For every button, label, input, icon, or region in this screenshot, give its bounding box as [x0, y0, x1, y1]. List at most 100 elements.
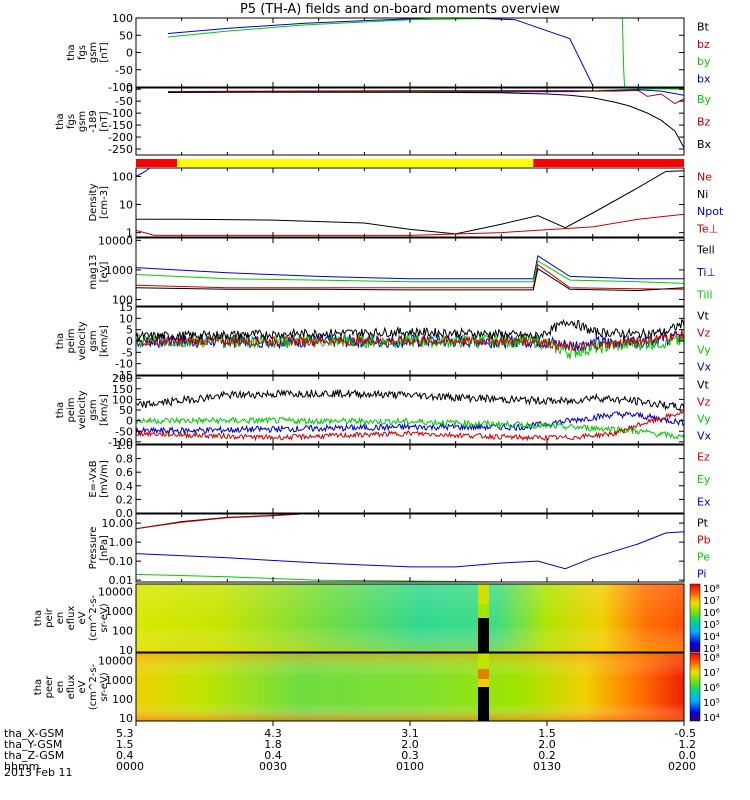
legend-entry: Bz: [697, 116, 711, 129]
orbit-value: 0000: [116, 760, 144, 773]
y-tick-label: 50: [119, 404, 133, 417]
y-axis-label: [km/s]: [99, 325, 110, 357]
y-tick-label: -5: [122, 346, 133, 359]
orbit-value: 0.4: [116, 749, 134, 762]
legend-entry: Pt: [697, 517, 709, 530]
orbit-value: -0.5: [675, 727, 696, 740]
legend-entry: Vy: [697, 413, 711, 426]
panel-mode_bar: [136, 159, 684, 167]
y-tick-label: 5: [126, 324, 133, 337]
y-tick-label: -150: [108, 119, 133, 132]
legend-entry: By: [697, 93, 712, 106]
panel-temp: 10000 1000 100 mag13 [eV] Tell Ti⊥ Till: [88, 234, 716, 307]
y-tick-label: 0.6: [116, 466, 134, 479]
spectrogram-frame: [135, 583, 685, 653]
y-axis-label: fgs: [77, 45, 88, 60]
y-tick-label: -100: [108, 81, 133, 94]
y-axis-label: [cm-3]: [99, 186, 110, 219]
legend-entry: Pi: [697, 568, 706, 581]
y-axis-label: E=-VxB: [88, 460, 99, 497]
colorbar-label: 10⁵: [703, 698, 720, 709]
y-axis-label: Density: [88, 183, 99, 221]
series-line-fgs_low-2: [621, 18, 626, 87]
colorbar-label: 10⁷: [703, 596, 720, 607]
y-tick-label: -50: [115, 64, 133, 77]
electron-colorbar: [689, 652, 701, 722]
y-tick-label: 10000: [98, 586, 133, 599]
y-tick-label: -200: [108, 131, 133, 144]
orbit-table: tha_X-GSMtha_Y-GSMtha_Z-GSMhhmm5.31.50.4…: [4, 727, 696, 773]
y-axis-label: [nT]: [99, 42, 110, 62]
y-tick-label: 0.0: [116, 507, 134, 520]
mode-segment: [177, 159, 534, 167]
orbit-value: 1.2: [679, 738, 697, 751]
electron-spectrogram-image: [136, 653, 684, 721]
legend-entry: Bx: [697, 138, 712, 151]
panel-frame: [135, 444, 685, 514]
panel-ion_spec: 10000 1000 100 10 tha peir en eflux eV (cm^2-s-sr…: [33, 583, 720, 657]
series-line-vel_i-2: [136, 409, 684, 442]
series-line-fgs_hi-2: [167, 89, 684, 105]
orbit-value: 2.0: [538, 738, 556, 751]
series-line-vel_e-3: [136, 318, 684, 343]
y-axis-label: Pressure: [88, 527, 99, 570]
legend-entry: Vt: [697, 310, 710, 323]
colorbar-label: 10⁶: [703, 608, 720, 619]
series-line-vel_i-3: [136, 389, 684, 411]
orbit-value: 0.2: [538, 749, 556, 762]
orbit-value: 0130: [533, 760, 561, 773]
y-tick-label: 0.8: [116, 453, 134, 466]
colorbar-label: 10⁴: [703, 632, 720, 643]
series-line-vel_i-0: [136, 411, 684, 436]
colorbar-label: 10⁸: [703, 584, 720, 595]
figure-title: P5 (TH-A) fields and on-board moments ov…: [240, 2, 560, 17]
colorbar-label: 10⁵: [703, 620, 720, 631]
y-tick-label: 10: [119, 644, 133, 657]
y-tick-label: 100: [112, 293, 133, 306]
y-axis-label: tha: [66, 44, 77, 60]
y-tick-label: -15: [115, 369, 133, 382]
y-axis-label: eV: [77, 611, 88, 624]
y-tick-label: 1.00: [109, 536, 134, 549]
y-tick-label: 1000: [105, 605, 133, 618]
orbit-value: 1.8: [264, 738, 282, 751]
y-tick-label: -50: [115, 425, 133, 438]
y-axis-label: tha: [55, 333, 66, 349]
panel-fgs_low: 100 50 0 -50 -100 tha fgs gsm [nT] Bt bz by bx: [66, 12, 711, 94]
y-axis-label: gsm: [88, 42, 99, 63]
y-axis-label: en: [55, 681, 66, 694]
orbit-value: 1.5: [538, 727, 556, 740]
series-line-pressure-2: [136, 531, 684, 570]
series-line-temp-0: [136, 254, 684, 280]
panel-frame: [135, 167, 685, 238]
y-tick-label: 100: [112, 393, 133, 406]
legend-entry: Vt: [697, 379, 710, 392]
y-tick-label: -10: [115, 358, 133, 371]
legend-entry: Till: [696, 289, 713, 302]
series-line-vel_e-2: [136, 329, 684, 353]
orbit-value: 0.3: [401, 749, 419, 762]
y-axis-label: -189: [88, 110, 99, 133]
series-line-fgs_low-0: [167, 18, 593, 38]
y-tick-label: 0.01: [109, 574, 134, 587]
mode-segment: [533, 159, 684, 167]
y-axis-label: velocity: [77, 390, 88, 429]
panel-frame: [135, 513, 685, 583]
y-axis-label: gsm: [88, 399, 99, 420]
series-line-fgs_low-1: [167, 18, 594, 86]
y-tick-label: -100: [108, 436, 133, 449]
orbit-row-label: tha_X-GSM: [4, 727, 64, 740]
y-tick-label: 50: [119, 29, 133, 42]
legend-entry: bx: [697, 72, 711, 85]
y-tick-label: -100: [108, 107, 133, 120]
y-axis-label: (cm^2-s-: [88, 663, 99, 710]
y-tick-label: 1000: [105, 674, 133, 687]
y-axis-label: [km/s]: [99, 394, 110, 426]
y-axis-label: tha: [33, 610, 44, 626]
series-line-density-2: [136, 168, 151, 177]
legend-entry: Ni: [697, 188, 708, 201]
